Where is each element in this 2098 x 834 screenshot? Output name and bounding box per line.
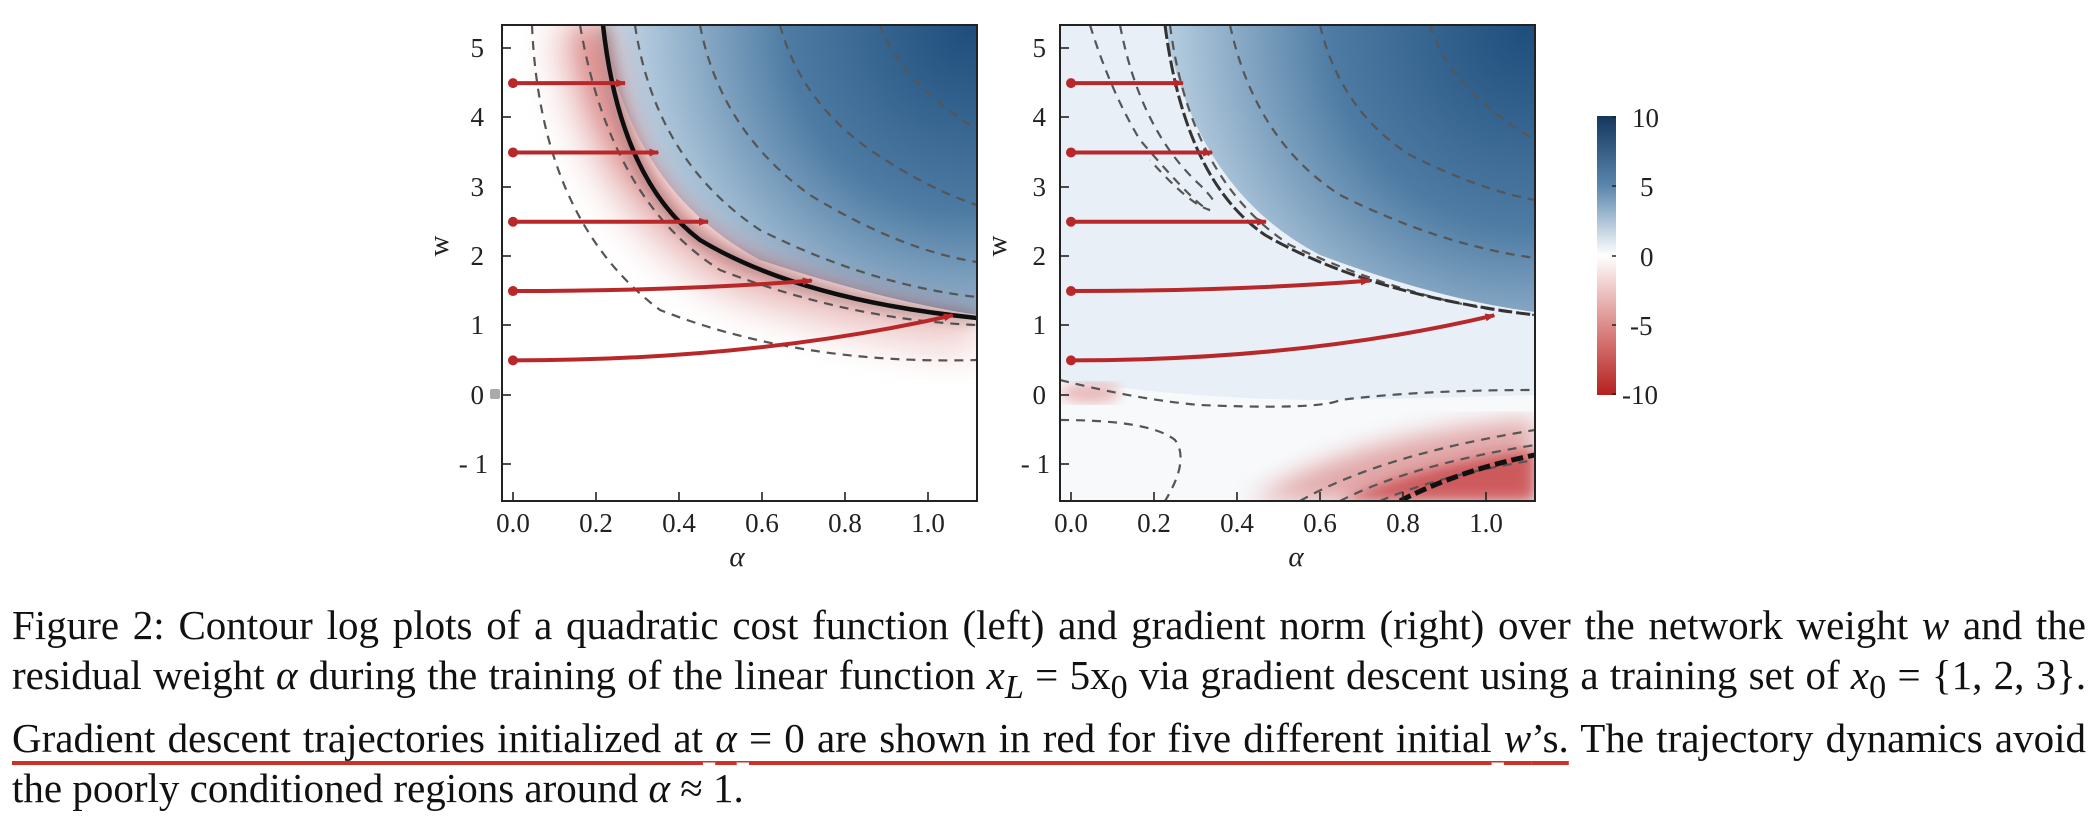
left-ytick: 2 xyxy=(471,241,485,271)
right-blue-region xyxy=(1165,25,1535,312)
right-ytick: 2 xyxy=(1033,241,1047,271)
right-x-tick-labels: 0.0 0.2 0.4 0.6 0.8 1.0 xyxy=(1054,508,1503,538)
left-xtick: 0.6 xyxy=(745,508,779,538)
right-ytick: 4 xyxy=(1033,102,1047,132)
left-ytick: 3 xyxy=(471,172,485,202)
caption-text: ≈ 1. xyxy=(680,765,744,812)
caption-highlight-text: Gradient descent trajectories initialize… xyxy=(12,715,703,762)
right-x-axis-label: α xyxy=(1288,541,1304,573)
caption-math: x0 = {1, 2, 3}. xyxy=(1850,652,2087,706)
left-xtick: 1.0 xyxy=(911,508,945,538)
right-xtick: 0.4 xyxy=(1220,508,1254,538)
left-ytick: - 1 xyxy=(459,449,488,479)
right-ytick: 0 xyxy=(1033,380,1047,410)
caption-symbol: w xyxy=(1921,602,1950,648)
left-contours xyxy=(530,25,977,362)
caption-highlight: Gradient descent trajectories initialize… xyxy=(12,715,1569,761)
caption-text: during the training of the linear functi… xyxy=(308,652,976,698)
right-xtick: 1.0 xyxy=(1469,508,1503,538)
caption-symbol: w xyxy=(1503,715,1532,762)
trajectory-arrow xyxy=(1070,313,1496,363)
caption-symbol: x xyxy=(986,652,1005,698)
colorbar-tick: -5 xyxy=(1630,311,1653,341)
caption-label: Figure 2: xyxy=(12,602,165,648)
trajectory-start-point xyxy=(508,216,518,227)
right-xtick: 0.2 xyxy=(1137,508,1171,538)
left-xtick: 0.2 xyxy=(579,508,613,538)
left-frame xyxy=(501,24,978,502)
caption-math: xL = 5x0 xyxy=(986,652,1128,706)
colorbar-tick: 10 xyxy=(1632,103,1659,133)
colorbar-tick: 5 xyxy=(1640,172,1654,202)
right-trajectories xyxy=(1066,78,1496,366)
left-x-axis-label: α xyxy=(729,541,745,573)
right-xtick: 0.6 xyxy=(1303,508,1337,538)
trajectory-start-point xyxy=(1066,286,1076,297)
left-ytick: 1 xyxy=(471,310,485,340)
caption-text: The trajectory dynamics avoid the poorly… xyxy=(12,715,2087,812)
right-valley-curve xyxy=(1163,25,1535,317)
left-xtick: 0.4 xyxy=(662,508,696,538)
trajectory-arrow xyxy=(512,277,813,294)
right-xtick: 0.0 xyxy=(1054,508,1088,538)
left-ytick: 5 xyxy=(471,33,485,63)
left-y-tick-labels: 5 4 3 2 1 0 - 1 xyxy=(459,33,488,479)
right-ytick: 5 xyxy=(1033,33,1047,63)
right-ticks xyxy=(1060,47,1487,501)
left-ytick: 4 xyxy=(471,102,485,132)
left-ticks xyxy=(502,47,929,501)
colorbar-tick: -10 xyxy=(1622,380,1658,410)
left-blue-region xyxy=(603,25,977,315)
caption-highlight-text: ’s. xyxy=(1531,715,1569,762)
caption-symbol: 0 xyxy=(1110,669,1128,707)
right-panel: 0.0 0.2 0.4 0.6 0.8 1.0 5 4 3 2 1 0 - 1 … xyxy=(981,24,1536,573)
trajectory-start-point xyxy=(508,355,518,366)
right-frame xyxy=(1059,24,1536,502)
right-ytick: 1 xyxy=(1033,310,1047,340)
colorbar-gradient xyxy=(1597,116,1616,395)
trajectory-start-point xyxy=(1066,355,1076,366)
right-ytick: - 1 xyxy=(1021,449,1050,479)
right-xtick: 0.8 xyxy=(1386,508,1420,538)
figure-caption: Figure 2: Contour log plots of a quadrat… xyxy=(12,600,2086,813)
right-y-axis-label: w xyxy=(981,235,1013,256)
left-xtick: 0.0 xyxy=(496,508,530,538)
caption-symbol: = 5x xyxy=(1035,652,1111,698)
left-xtick: 0.8 xyxy=(828,508,862,538)
trajectory-start-point xyxy=(1066,216,1076,227)
caption-symbol: α xyxy=(715,715,737,762)
left-y-axis-label: w xyxy=(423,235,455,256)
trajectory-start-point xyxy=(1066,78,1076,89)
colorbar: 10 5 0 -5 -10 xyxy=(1597,103,1659,410)
left-origin-marker xyxy=(490,389,500,399)
figure-2: 0.0 0.2 0.4 0.6 0.8 1.0 5 4 3 2 1 0 - 1 … xyxy=(423,24,1659,573)
trajectory-start-point xyxy=(508,147,518,158)
caption-symbol: x xyxy=(1850,652,1870,698)
left-ytick: 0 xyxy=(471,380,485,410)
caption-text: Contour log plots of a quadratic cost fu… xyxy=(178,602,1909,648)
trajectory-arrow xyxy=(1070,277,1371,294)
caption-highlight-text: = 0 are shown in red for five different … xyxy=(748,715,1492,762)
caption-symbol: α xyxy=(648,765,671,812)
colorbar-tick: 0 xyxy=(1640,242,1654,272)
trajectory-start-point xyxy=(508,78,518,89)
caption-symbol: L xyxy=(1004,669,1024,707)
right-y-tick-labels: 5 4 3 2 1 0 - 1 xyxy=(1021,33,1050,479)
left-trajectories xyxy=(508,78,954,366)
left-panel: 0.0 0.2 0.4 0.6 0.8 1.0 5 4 3 2 1 0 - 1 … xyxy=(423,24,978,573)
caption-symbol: α xyxy=(275,652,298,698)
caption-text: and the residual weight xyxy=(12,602,2087,698)
caption-text: via gradient descent using a training se… xyxy=(1138,652,1840,698)
trajectory-start-point xyxy=(508,286,518,297)
caption-symbol: 0 xyxy=(1869,669,1887,707)
caption-symbol: = {1, 2, 3}. xyxy=(1897,652,2087,698)
trajectory-start-point xyxy=(1066,147,1076,158)
right-ytick: 3 xyxy=(1033,172,1047,202)
trajectory-arrow xyxy=(512,313,954,363)
left-x-tick-labels: 0.0 0.2 0.4 0.6 0.8 1.0 xyxy=(496,508,945,538)
